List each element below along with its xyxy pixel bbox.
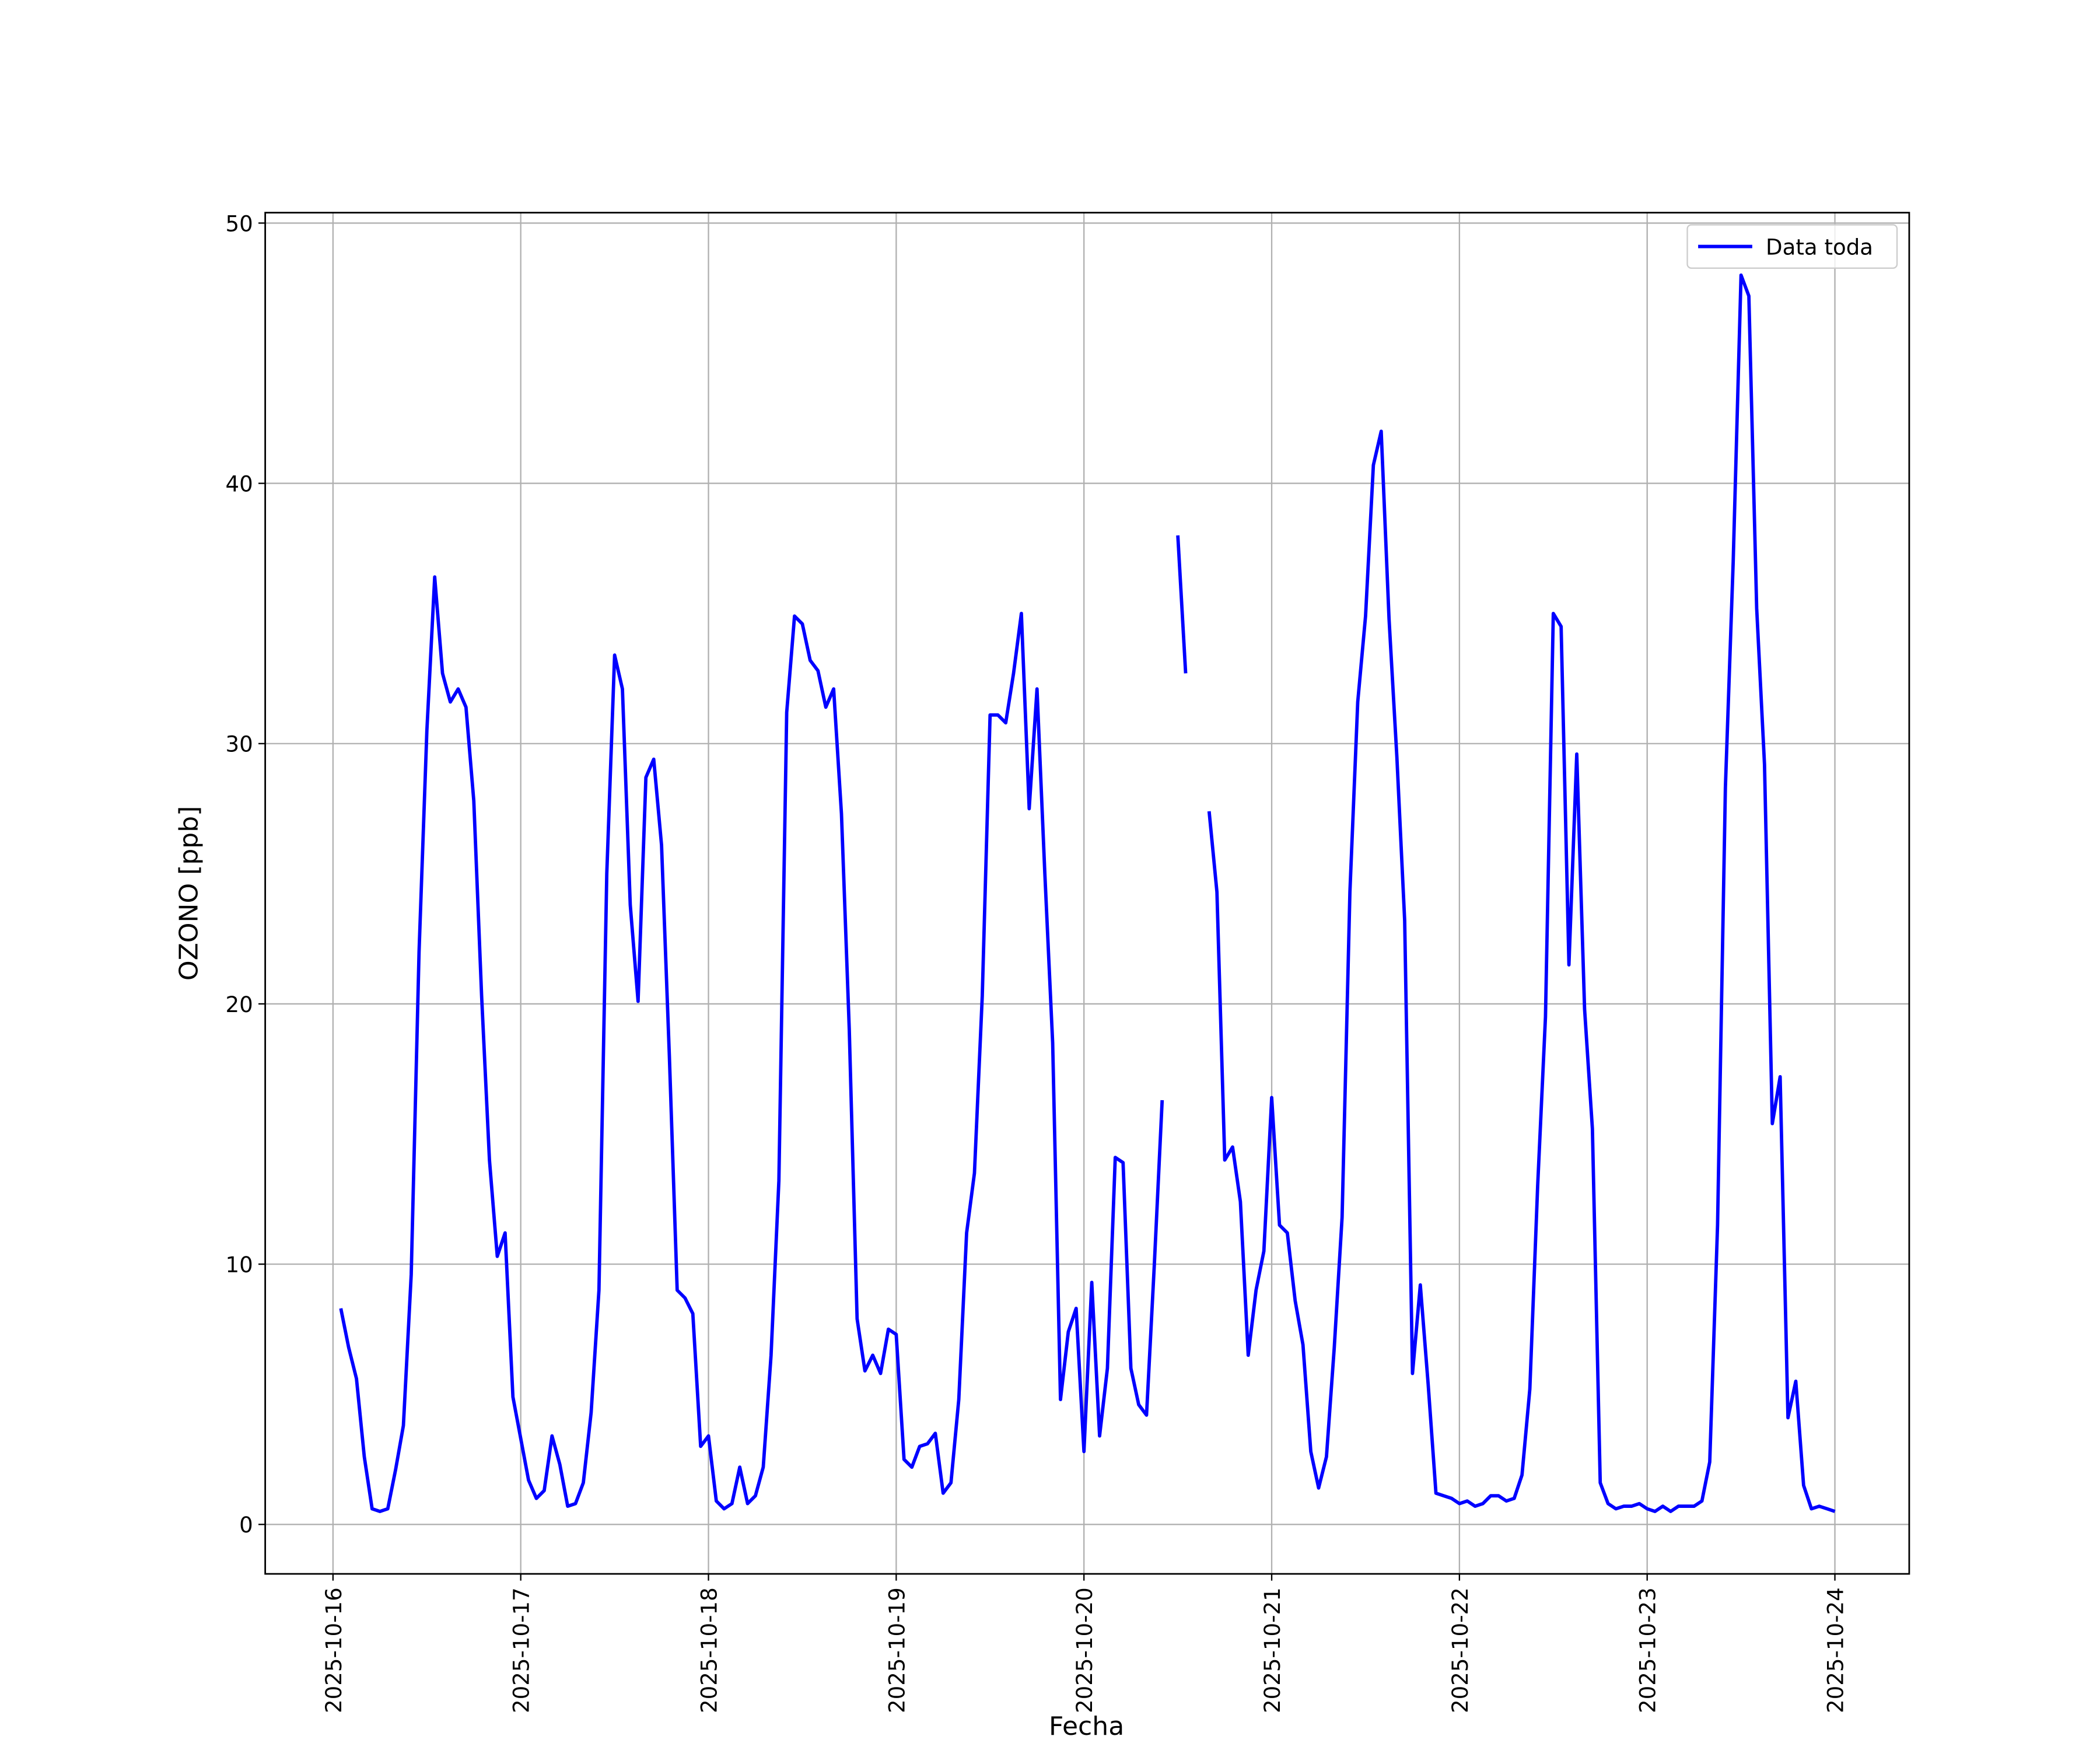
y-tick-label: 20 <box>226 992 253 1017</box>
y-tick-label: 40 <box>226 472 253 497</box>
x-tick-label: 2025-10-23 <box>1636 1587 1661 1713</box>
x-tick-label: 2025-10-24 <box>1823 1587 1848 1713</box>
data-line <box>1207 273 1836 1513</box>
y-tick-label: 10 <box>226 1252 253 1278</box>
x-tick-label: 2025-10-16 <box>321 1587 346 1713</box>
x-axis-label: Fecha <box>1049 1712 1124 1741</box>
y-axis-label: OZONO [ppb] <box>174 806 204 981</box>
legend-label: Data toda <box>1766 235 1873 260</box>
legend-box <box>1686 224 1898 269</box>
plot-frame <box>264 212 1910 1575</box>
y-tick-label: 30 <box>226 732 253 757</box>
x-tick-label: 2025-10-19 <box>884 1587 909 1713</box>
x-tick-label: 2025-10-20 <box>1072 1587 1097 1713</box>
y-tick-label: 50 <box>226 211 253 236</box>
y-tick-label: 0 <box>239 1513 253 1538</box>
x-tick-label: 2025-10-17 <box>509 1587 534 1713</box>
data-line <box>339 575 1164 1513</box>
data-line <box>1176 535 1188 674</box>
x-tick-label: 2025-10-21 <box>1260 1587 1285 1713</box>
x-tick-label: 2025-10-22 <box>1448 1587 1473 1713</box>
x-tick-label: 2025-10-18 <box>696 1587 722 1713</box>
